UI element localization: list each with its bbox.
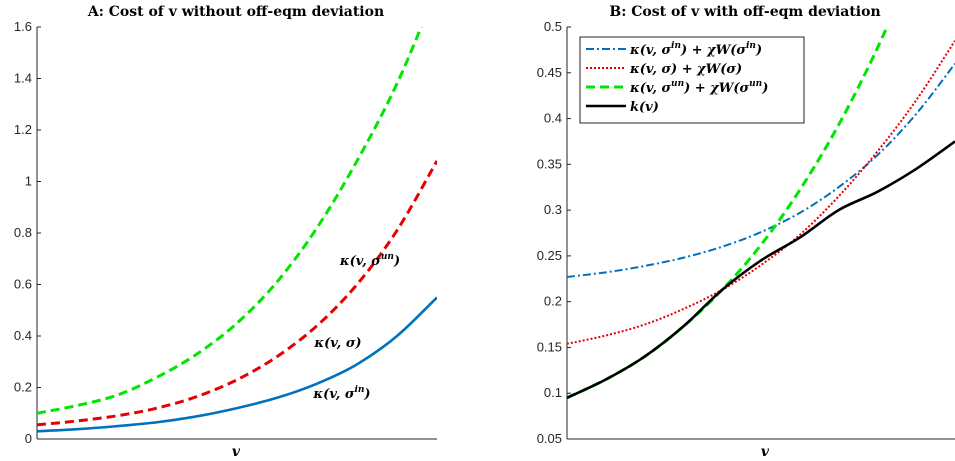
y-tick-label: 0.35 bbox=[537, 156, 562, 171]
panel-b: B: Cost of v with off-eqm deviation 0.05… bbox=[537, 4, 955, 460]
panel-b-plot-area: 0.05 0.1 0.15 0.2 0.25 0.3 0.35 0.4 0.45 0.5 κ(v, … bbox=[537, 19, 955, 446]
legend: κ(v, σin​) + χW(σin​) κ(v, σ) + χW(σ) κ(v,… bbox=[579, 36, 805, 124]
y-tick-label: 0.1 bbox=[544, 385, 562, 400]
panel-a-title: A: Cost of v without off-eqm deviation bbox=[87, 4, 384, 20]
y-tick-label: 0.2 bbox=[14, 380, 32, 395]
legend-entry-label: κ(v, σin​) + χW(σin​) bbox=[629, 41, 762, 58]
legend-box bbox=[579, 36, 805, 124]
panel-b-title: B: Cost of v with off-eqm deviation bbox=[609, 4, 880, 20]
y-tick-label: 0.8 bbox=[14, 225, 32, 240]
y-tick-label: 0.45 bbox=[537, 65, 562, 80]
y-tick-label: 1 bbox=[25, 174, 32, 189]
y-tick-label: 0.25 bbox=[537, 248, 562, 263]
series-line-1 bbox=[567, 40, 955, 345]
y-tick-label: 0.5 bbox=[544, 19, 562, 34]
y-tick-label: 0 bbox=[25, 431, 32, 446]
y-tick-label: 0.15 bbox=[537, 339, 562, 354]
panel-a-x-axis-label: v bbox=[232, 444, 241, 460]
series-line-1 bbox=[37, 160, 437, 427]
series-annotation: κ(v, σun​) bbox=[339, 252, 400, 269]
y-tick-label: 1.4 bbox=[14, 71, 32, 86]
y-tick-label: 0.4 bbox=[14, 328, 32, 343]
legend-entry-label: k(v) bbox=[630, 100, 659, 115]
y-tick-label: 0.05 bbox=[537, 431, 562, 446]
y-tick-label: 1.2 bbox=[14, 122, 32, 137]
series-line-3 bbox=[567, 140, 955, 399]
series-line-0 bbox=[37, 27, 423, 415]
panel-b-x-axis-label: v bbox=[761, 444, 770, 460]
series-annotation: κ(v, σin​) bbox=[312, 385, 370, 402]
panel-a-plot-area: 0 0.2 0.4 0.6 0.8 1 1.2 1.4 1.6 κ(v, σun​) κ(v, σ)… bbox=[14, 19, 437, 446]
panel-a: A: Cost of v without off-eqm deviation 0… bbox=[14, 4, 437, 460]
legend-entry-label: κ(v, σun​) + χW(σun​) bbox=[629, 79, 768, 96]
legend-entry-label: κ(v, σ) + χW(σ) bbox=[629, 62, 742, 77]
y-tick-label: 0.3 bbox=[544, 202, 562, 217]
y-tick-label: 0.6 bbox=[14, 277, 32, 292]
y-tick-label: 0.4 bbox=[544, 111, 562, 126]
series-line-0 bbox=[567, 63, 955, 278]
y-tick-label: 1.6 bbox=[14, 19, 32, 34]
series-line-2 bbox=[37, 296, 437, 433]
series-annotation: κ(v, σ) bbox=[313, 336, 361, 351]
y-tick-label: 0.2 bbox=[544, 294, 562, 309]
